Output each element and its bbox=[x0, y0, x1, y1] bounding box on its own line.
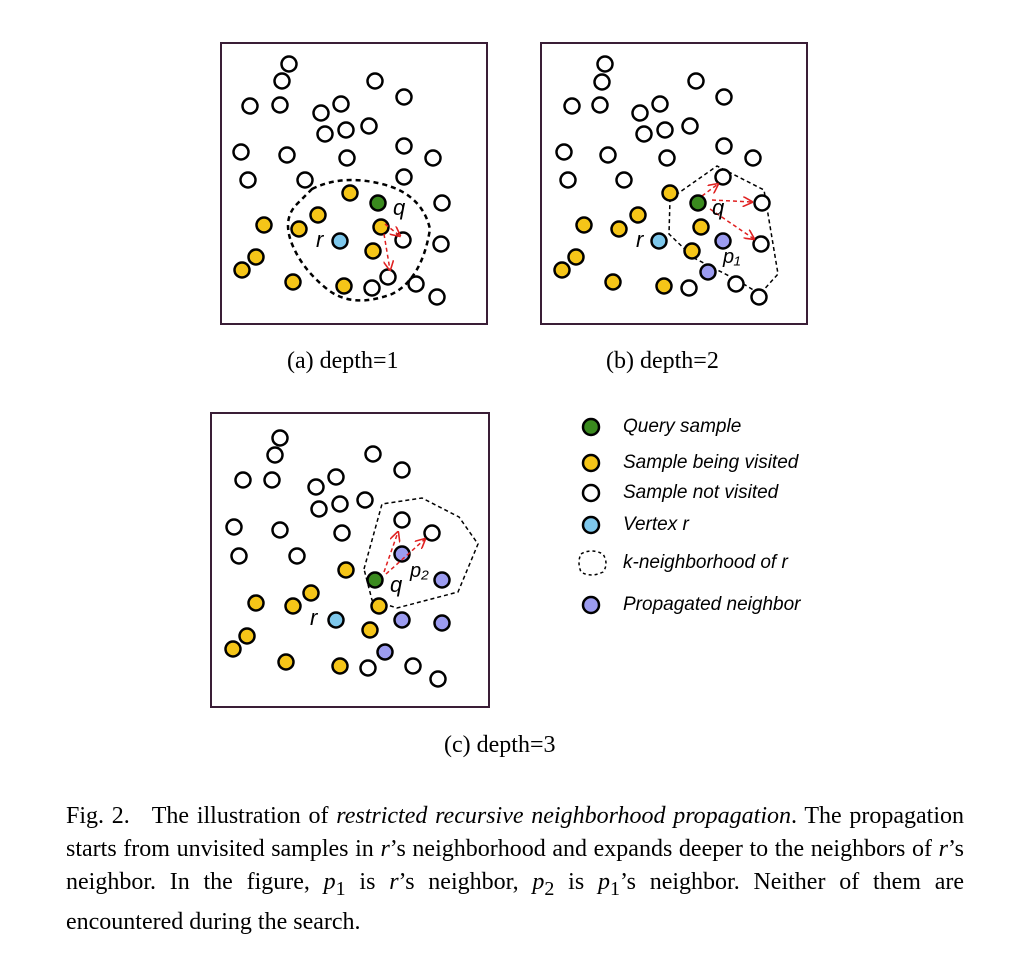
vertex-r bbox=[331, 232, 349, 250]
caption-symbol-p: p bbox=[323, 869, 336, 895]
panel-b: q r p₁ bbox=[540, 42, 808, 325]
caption-text: is bbox=[554, 869, 598, 895]
label-q: q bbox=[393, 195, 406, 220]
caption-symbol-r: r bbox=[380, 836, 390, 862]
legend-label: Sample not visited bbox=[623, 482, 779, 503]
caption-text: ’s neighbor. Neither of them are encount… bbox=[66, 869, 964, 935]
green-filled-circle-icon bbox=[581, 417, 601, 437]
visited-samples bbox=[224, 561, 388, 675]
label-q: q bbox=[390, 572, 403, 597]
label-q: q bbox=[712, 195, 725, 220]
legend-item-neighborhood: k-neighborhood of r bbox=[575, 546, 875, 580]
caption-symbol-r: r bbox=[389, 869, 399, 895]
panel-a: q r bbox=[220, 42, 488, 325]
label-r: r bbox=[316, 227, 325, 252]
caption-symbol-r: r bbox=[938, 836, 948, 862]
caption-text: ’s neighbor, bbox=[398, 869, 533, 895]
dashed-outline-icon bbox=[578, 550, 607, 576]
propagated-neighbors bbox=[376, 545, 451, 661]
legend-label: k-neighborhood of r bbox=[623, 552, 788, 573]
visited-samples bbox=[553, 184, 710, 295]
vertex-r bbox=[650, 232, 668, 250]
panel-a-plot: q r bbox=[232, 55, 451, 306]
yellow-filled-circle-icon bbox=[581, 453, 601, 473]
query-sample bbox=[369, 194, 387, 212]
k-neighborhood-outline bbox=[363, 497, 479, 609]
vertex-r bbox=[327, 611, 345, 629]
unvisited-samples bbox=[555, 55, 771, 306]
legend-label: Sample being visited bbox=[623, 452, 799, 473]
legend-label: Query sample bbox=[623, 416, 742, 437]
legend-item-vertex: Vertex r bbox=[575, 512, 875, 538]
propagated-neighbors bbox=[699, 232, 732, 281]
caption-text: is bbox=[345, 869, 390, 895]
legend-item-propagated: Propagated neighbor bbox=[575, 592, 875, 618]
caption-text: . The propagation starts from unvisited … bbox=[66, 803, 965, 862]
hollow-circle-icon bbox=[581, 483, 601, 503]
panel-c: q r p₂ bbox=[210, 412, 490, 708]
unvisited-samples bbox=[232, 55, 451, 306]
label-p1: p₁ bbox=[722, 246, 740, 268]
caption-subscript: 2 bbox=[544, 877, 555, 900]
query-sample bbox=[689, 194, 707, 212]
label-r: r bbox=[636, 227, 645, 252]
subcaption-c: (c) depth=3 bbox=[444, 732, 556, 758]
blue-filled-circle-icon bbox=[581, 515, 601, 535]
k-neighborhood-outline bbox=[286, 178, 432, 302]
legend-item-not-visited: Sample not visited bbox=[575, 480, 875, 506]
caption-symbol-p: p bbox=[532, 869, 545, 895]
legend-label: Vertex r bbox=[623, 514, 689, 535]
caption-symbol-p: p bbox=[597, 869, 610, 895]
caption-label: Fig. 2. bbox=[66, 803, 130, 829]
visited-samples bbox=[233, 184, 390, 295]
caption-text: The illustration of bbox=[151, 803, 337, 829]
label-r: r bbox=[310, 605, 319, 630]
panel-c-plot: q r p₂ bbox=[224, 429, 479, 688]
figure-caption: Fig. 2. The illustration of restricted re… bbox=[66, 800, 964, 939]
unvisited-samples bbox=[225, 429, 447, 688]
caption-emphasis: restricted recursive neighborhood propag… bbox=[336, 803, 792, 829]
subcaption-b: (b) depth=2 bbox=[606, 348, 719, 374]
legend-item-visited: Sample being visited bbox=[575, 450, 875, 476]
subcaption-a: (a) depth=1 bbox=[287, 348, 399, 374]
purple-filled-circle-icon bbox=[581, 595, 601, 615]
legend: Query sample Sample being visited Sample… bbox=[575, 410, 875, 630]
legend-label: Propagated neighbor bbox=[623, 594, 801, 615]
caption-text: ’s neighborhood and expands deeper to th… bbox=[389, 836, 939, 862]
label-p2: p₂ bbox=[409, 560, 429, 582]
caption-text: ’s neighbor. In the figure, bbox=[66, 836, 965, 895]
panel-b-plot: q r p₁ bbox=[553, 55, 779, 306]
caption-subscript: 1 bbox=[609, 877, 620, 900]
legend-item-query: Query sample bbox=[575, 414, 875, 440]
query-sample bbox=[366, 571, 384, 589]
caption-subscript: 1 bbox=[335, 877, 346, 900]
